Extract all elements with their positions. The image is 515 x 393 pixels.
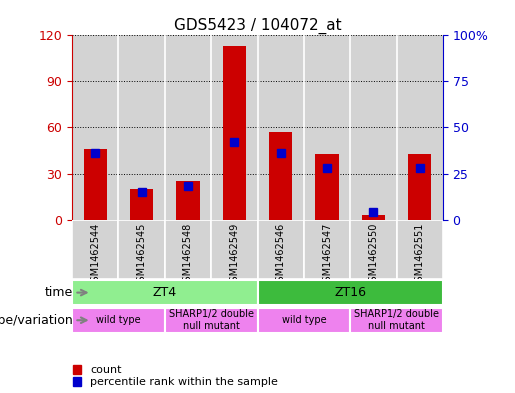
Text: GSM1462546: GSM1462546 bbox=[276, 222, 286, 288]
Bar bbox=[118, 35, 165, 220]
Bar bbox=[258, 220, 304, 279]
Bar bbox=[350, 308, 443, 332]
Bar bbox=[130, 189, 153, 220]
Bar bbox=[269, 132, 293, 220]
Text: ZT16: ZT16 bbox=[334, 286, 366, 299]
Bar bbox=[258, 308, 350, 332]
Text: ZT4: ZT4 bbox=[153, 286, 177, 299]
Text: SHARP1/2 double
null mutant: SHARP1/2 double null mutant bbox=[354, 309, 439, 331]
Text: GSM1462551: GSM1462551 bbox=[415, 222, 425, 288]
Text: wild type: wild type bbox=[96, 315, 141, 325]
Bar bbox=[72, 308, 165, 332]
Bar bbox=[72, 220, 118, 279]
Bar bbox=[315, 154, 339, 220]
Text: genotype/variation: genotype/variation bbox=[0, 314, 73, 327]
Bar bbox=[397, 220, 443, 279]
Bar bbox=[304, 220, 350, 279]
Text: wild type: wild type bbox=[282, 315, 326, 325]
Bar bbox=[211, 220, 258, 279]
Legend: count, percentile rank within the sample: count, percentile rank within the sample bbox=[73, 365, 278, 387]
Bar bbox=[258, 280, 443, 305]
Bar bbox=[222, 46, 246, 220]
Text: GSM1462548: GSM1462548 bbox=[183, 222, 193, 288]
Text: SHARP1/2 double
null mutant: SHARP1/2 double null mutant bbox=[168, 309, 254, 331]
Bar bbox=[72, 35, 118, 220]
Bar bbox=[83, 149, 107, 220]
Text: time: time bbox=[44, 286, 73, 299]
Text: GSM1462547: GSM1462547 bbox=[322, 222, 332, 288]
Bar bbox=[350, 220, 397, 279]
Bar bbox=[165, 220, 211, 279]
Bar bbox=[350, 35, 397, 220]
Bar bbox=[176, 181, 200, 220]
Title: GDS5423 / 104072_at: GDS5423 / 104072_at bbox=[174, 18, 341, 34]
Bar bbox=[258, 35, 304, 220]
Bar bbox=[362, 215, 385, 220]
Bar bbox=[397, 35, 443, 220]
Bar bbox=[118, 220, 165, 279]
Text: GSM1462544: GSM1462544 bbox=[90, 222, 100, 288]
Text: GSM1462550: GSM1462550 bbox=[368, 222, 379, 288]
Bar bbox=[211, 35, 258, 220]
Bar bbox=[408, 154, 431, 220]
Text: GSM1462545: GSM1462545 bbox=[136, 222, 147, 288]
Text: GSM1462549: GSM1462549 bbox=[229, 222, 239, 288]
Bar bbox=[304, 35, 350, 220]
Bar bbox=[165, 308, 258, 332]
Bar bbox=[165, 35, 211, 220]
Bar bbox=[72, 280, 258, 305]
